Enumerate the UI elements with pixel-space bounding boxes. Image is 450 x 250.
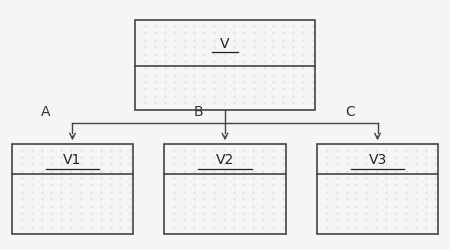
Text: A: A xyxy=(41,104,50,118)
Bar xyxy=(164,145,286,234)
Bar xyxy=(164,145,286,234)
Bar xyxy=(12,145,133,234)
Bar xyxy=(317,145,438,234)
Bar xyxy=(317,145,438,234)
Text: B: B xyxy=(193,104,203,118)
Text: V: V xyxy=(220,36,230,51)
Bar xyxy=(135,20,315,110)
Text: V2: V2 xyxy=(216,153,234,167)
Text: C: C xyxy=(346,104,356,118)
Bar xyxy=(135,20,315,110)
Text: V1: V1 xyxy=(63,153,81,167)
Text: V3: V3 xyxy=(369,153,387,167)
Bar xyxy=(12,145,133,234)
